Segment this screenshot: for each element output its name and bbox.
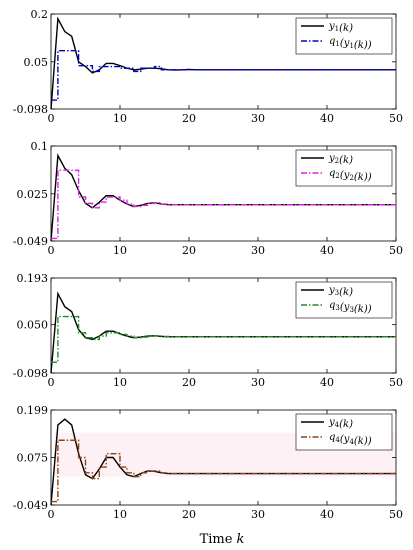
panel-3-x-tick-20: 20 — [182, 376, 196, 389]
panel-3-series-2 — [51, 315, 396, 363]
panel-4-y-tick-1: 0.199 — [17, 404, 49, 417]
panel-4-x-tick-10: 10 — [113, 508, 127, 521]
panel-4-x-tick-0: 0 — [48, 508, 55, 521]
legend-label-2-2: q2(y2(k)) — [329, 168, 372, 183]
panel-4-series-2 — [51, 439, 396, 503]
legend-label-3-1: y3(k) — [328, 285, 353, 298]
panel-4-x-tick-20: 20 — [182, 508, 196, 521]
panel-1-series-2 — [51, 49, 396, 101]
panel-2-x-tick-50: 50 — [389, 244, 403, 257]
panel-2-x-tick-30: 30 — [251, 244, 265, 257]
panel-2-x-tick-0: 0 — [48, 244, 55, 257]
panel-4-x-tick-30: 30 — [251, 508, 265, 521]
panel-3-y-tick-3: -0.098 — [13, 367, 48, 380]
panel-2-series-1 — [50, 153, 396, 242]
panel-2-y-tick-1: 0.1 — [31, 140, 49, 153]
panel-4-y-tick-3: -0.049 — [13, 499, 48, 512]
panel-1-x-tick-10: 10 — [113, 112, 127, 125]
panel-1-y-tick-1: 0.2 — [31, 8, 49, 21]
panel-4-x-tick-40: 40 — [320, 508, 334, 521]
x-axis-label: Time k — [200, 532, 245, 547]
panel-3: 0 10 20 30 40 50 0.193 0.050 -0.098 y3(k) q3(y3(k)… — [13, 272, 403, 389]
panel-4-x-tick-50: 50 — [389, 508, 403, 521]
legend-label-3-2: q3(y3(k)) — [329, 300, 372, 315]
panel-1-x-tick-50: 50 — [389, 112, 403, 125]
panel-3-frame — [50, 277, 397, 374]
panel-2-legend — [295, 149, 393, 187]
panel-2-y-tick-3: -0.049 — [13, 235, 48, 248]
panel-4: 0 10 20 30 40 50 0.199 0.075 -0.049 y4(k) q4(y4(k)… — [13, 404, 403, 521]
panel-3-x-tick-0: 0 — [48, 376, 55, 389]
panel-1-y-tick-2: 0.05 — [24, 56, 49, 69]
panel-2-x-tick-40: 40 — [320, 244, 334, 257]
panel-1-x-tick-30: 30 — [251, 112, 265, 125]
panel-3-x-tick-10: 10 — [113, 376, 127, 389]
panel-3-y-tick-2: 0.050 — [17, 319, 49, 332]
panel-1-series-1 — [50, 16, 396, 110]
panel-4-y-tick-2: 0.075 — [17, 452, 49, 465]
chart-panels: 0 10 20 30 40 50 0.2 0.05 -0.098 y1(k) q1(y1(k)) 0 1… — [13, 8, 403, 521]
panel-3-y-tick-1: 0.193 — [17, 272, 49, 285]
panel-3-x-tick-30: 30 — [251, 376, 265, 389]
legend-label-4-2: q4(y4(k)) — [329, 432, 372, 447]
panel-1-x-tick-0: 0 — [48, 112, 55, 125]
panel-2-series-2 — [51, 169, 396, 240]
panel-1: 0 10 20 30 40 50 0.2 0.05 -0.098 y1(k) q1(y1(k)) — [13, 8, 403, 125]
legend-label-2-1: y2(k) — [328, 153, 353, 166]
legend-label-1-1: y1(k) — [328, 21, 353, 34]
panel-4-legend — [295, 413, 393, 451]
panel-2: 0 10 20 30 40 50 0.1 0.025 -0.049 y2(k) q2(y2(k)) — [13, 140, 403, 257]
panel-2-x-tick-10: 10 — [113, 244, 127, 257]
panel-1-legend — [295, 17, 393, 55]
panel-1-y-tick-3: -0.098 — [13, 103, 48, 116]
panel-3-x-tick-50: 50 — [389, 376, 403, 389]
panel-2-y-tick-2: 0.025 — [17, 188, 49, 201]
panel-1-x-tick-20: 20 — [182, 112, 196, 125]
panel-3-x-tick-40: 40 — [320, 376, 334, 389]
panel-2-x-tick-20: 20 — [182, 244, 196, 257]
legend-label-1-2: q1(y1(k)) — [329, 36, 372, 51]
panel-3-legend — [295, 281, 393, 319]
panel-1-x-tick-40: 40 — [320, 112, 334, 125]
legend-label-4-1: y4(k) — [328, 417, 353, 430]
